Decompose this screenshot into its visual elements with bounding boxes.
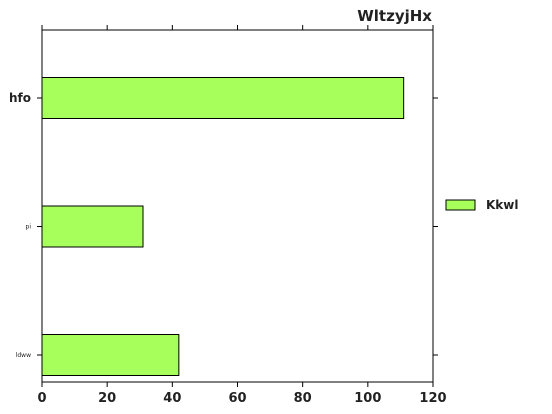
legend-label: Kkwl <box>486 198 518 212</box>
chart-title: WltzyjHx <box>357 7 432 25</box>
x-tick-label: 60 <box>228 391 246 406</box>
x-tick-label: 40 <box>163 391 181 406</box>
category-label: ldww <box>16 352 31 359</box>
x-tick-label: 120 <box>419 391 446 406</box>
x-tick-label: 100 <box>354 391 381 406</box>
bars <box>41 77 405 376</box>
bar <box>41 205 144 248</box>
legend-swatch <box>445 199 476 211</box>
x-tick-label: 0 <box>37 391 46 406</box>
legend: Kkwl <box>445 198 518 212</box>
category-labels: hfo pi ldww <box>9 91 31 359</box>
category-label: pi <box>26 224 32 231</box>
category-label: hfo <box>9 91 31 105</box>
bar <box>41 77 405 119</box>
bar <box>41 334 180 376</box>
x-tick-label: 80 <box>294 391 312 406</box>
x-tick-label: 20 <box>98 391 116 406</box>
axis-ticks: 0 20 40 60 80 100 120 <box>37 25 447 406</box>
